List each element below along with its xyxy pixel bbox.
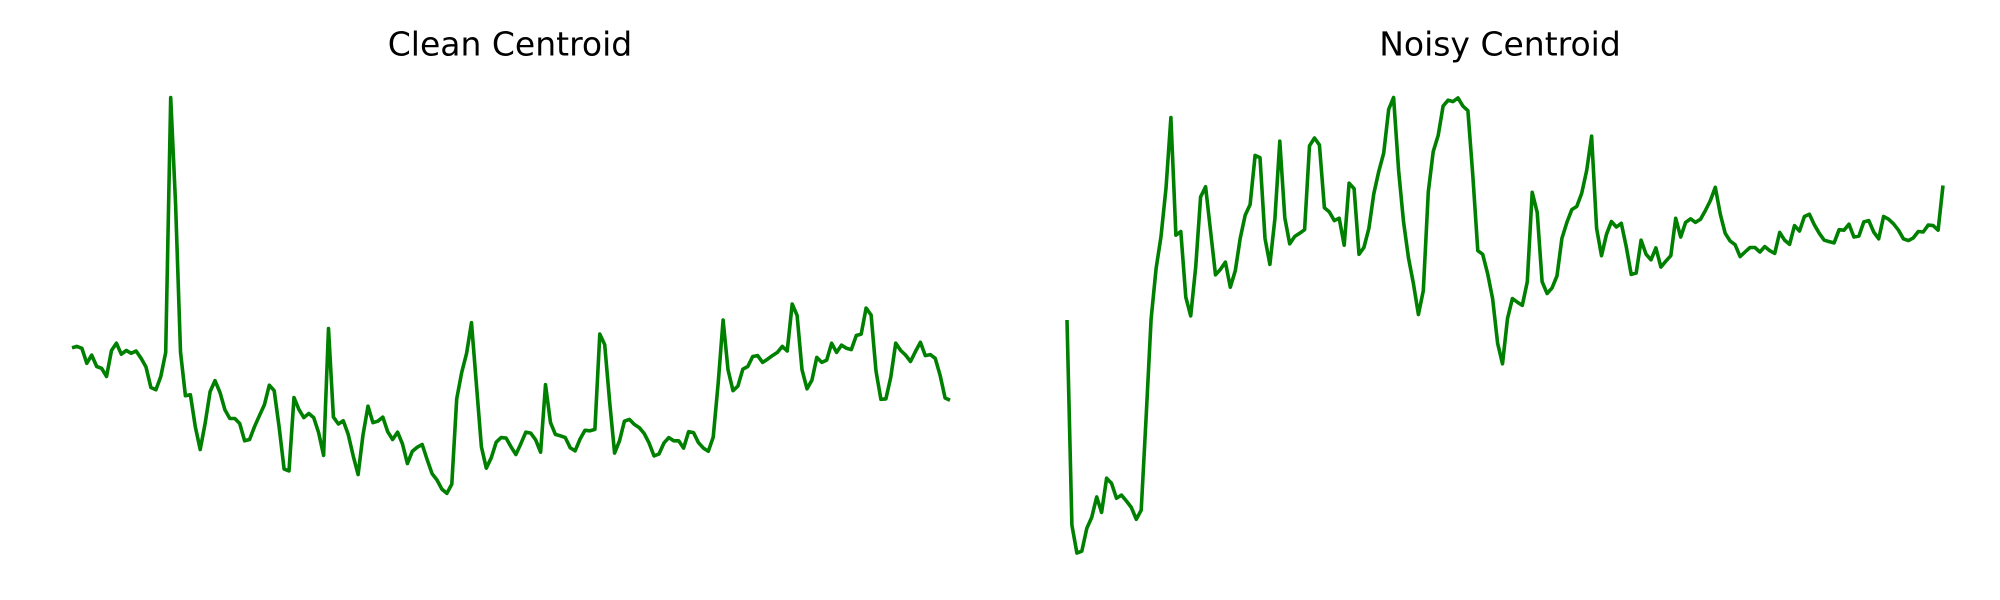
noisy-centroid-plot-area — [1065, 95, 1945, 555]
clean-centroid-line — [71, 95, 951, 496]
noisy-centroid-chart: Noisy Centroid — [1065, 25, 1945, 555]
noisy-centroid-title: Noisy Centroid — [1379, 25, 1621, 64]
clean-centroid-plot-area — [71, 95, 951, 496]
noisy-centroid-line — [1065, 95, 1945, 555]
clean-centroid-title: Clean Centroid — [388, 25, 633, 64]
clean-centroid-chart: Clean Centroid — [71, 25, 951, 496]
